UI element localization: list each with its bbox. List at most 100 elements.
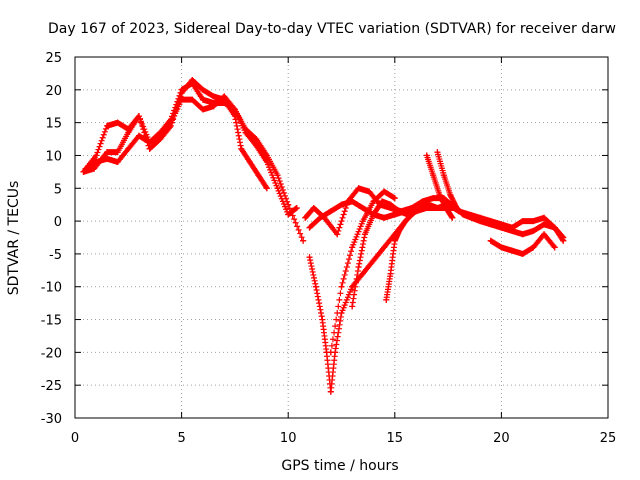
data-point xyxy=(274,172,281,179)
data-point xyxy=(157,129,164,136)
data-point xyxy=(338,201,345,208)
data-point xyxy=(381,244,388,251)
data-point xyxy=(114,149,121,156)
data-point xyxy=(178,86,185,93)
data-point xyxy=(460,211,467,218)
data-point xyxy=(498,244,505,251)
x-tick-label: 5 xyxy=(177,431,185,446)
data-point xyxy=(530,218,537,225)
y-tick-label: 5 xyxy=(54,182,62,197)
data-point xyxy=(82,165,89,172)
data-point xyxy=(391,195,398,202)
data-point xyxy=(199,96,206,103)
data-point xyxy=(355,264,362,271)
data-point xyxy=(519,250,526,257)
data-point xyxy=(519,218,526,225)
series-pass-2 xyxy=(80,76,270,192)
data-point xyxy=(300,237,307,244)
data-point xyxy=(135,132,142,139)
data-point xyxy=(125,126,132,133)
data-point xyxy=(519,231,526,238)
series-pass-8 xyxy=(349,198,411,310)
data-point xyxy=(387,201,394,208)
data-point xyxy=(263,152,270,159)
data-point xyxy=(199,106,206,113)
data-point xyxy=(361,231,368,238)
data-point xyxy=(93,152,100,159)
data-point xyxy=(306,254,313,261)
data-point xyxy=(93,159,100,166)
data-point xyxy=(530,227,537,234)
data-point xyxy=(551,224,558,231)
data-point xyxy=(349,244,356,251)
y-tick-label: -25 xyxy=(41,379,62,394)
data-point xyxy=(338,283,345,290)
data-point xyxy=(359,218,366,225)
data-point xyxy=(210,93,217,100)
data-point xyxy=(103,155,110,162)
data-point xyxy=(423,152,430,159)
series-pass-3 xyxy=(82,80,307,244)
data-point xyxy=(434,149,441,156)
x-tick-label: 15 xyxy=(387,431,404,446)
data-point xyxy=(327,388,334,395)
data-point xyxy=(449,214,456,221)
data-point xyxy=(221,99,228,106)
data-point xyxy=(285,211,292,218)
data-point xyxy=(327,208,334,215)
data-point xyxy=(402,218,409,225)
y-tick-label: -30 xyxy=(41,412,62,427)
x-tick-label: 20 xyxy=(493,431,510,446)
data-point xyxy=(359,204,366,211)
data-point xyxy=(425,201,432,208)
data-point xyxy=(114,159,121,166)
data-point xyxy=(355,185,362,192)
data-point xyxy=(468,214,475,221)
data-point xyxy=(263,185,270,192)
y-axis-title: SDTVAR / TECUs xyxy=(6,181,22,296)
x-tick-label: 25 xyxy=(600,431,617,446)
data-point xyxy=(383,296,390,303)
data-point xyxy=(238,145,245,152)
data-point xyxy=(274,185,281,192)
data-point xyxy=(417,204,424,211)
x-axis-title: GPS time / hours xyxy=(281,458,398,474)
data-point xyxy=(387,270,394,277)
y-tick-label: 25 xyxy=(45,51,62,66)
data-point xyxy=(440,172,447,179)
data-point xyxy=(285,201,292,208)
data-point xyxy=(551,244,558,251)
data-point xyxy=(487,237,494,244)
data-point xyxy=(498,224,505,231)
data-point xyxy=(541,221,548,228)
data-point xyxy=(310,204,317,211)
data-point xyxy=(453,204,460,211)
series-pass-11 xyxy=(434,149,567,241)
data-point xyxy=(302,214,309,221)
data-point xyxy=(379,198,386,205)
data-point xyxy=(255,172,262,179)
data-point xyxy=(391,237,398,244)
data-point xyxy=(246,159,253,166)
data-point xyxy=(442,204,449,211)
data-point xyxy=(530,244,537,251)
data-point xyxy=(146,139,153,146)
data-point xyxy=(541,231,548,238)
y-tick-label: -20 xyxy=(41,346,62,361)
data-point xyxy=(135,113,142,120)
series-trail xyxy=(80,76,270,192)
series-pass-7 xyxy=(327,188,398,356)
x-tick-label: 0 xyxy=(71,431,79,446)
data-point xyxy=(242,126,249,133)
data-point xyxy=(199,86,206,93)
x-tick-label: 10 xyxy=(280,431,297,446)
data-point xyxy=(167,122,174,129)
series-pass-10 xyxy=(423,152,456,221)
data-point xyxy=(370,198,377,205)
data-point xyxy=(430,172,437,179)
data-series xyxy=(80,76,567,395)
data-point xyxy=(477,218,484,225)
data-point xyxy=(408,211,415,218)
chart-title: Day 167 of 2023, Sidereal Day-to-day VTE… xyxy=(48,21,616,37)
